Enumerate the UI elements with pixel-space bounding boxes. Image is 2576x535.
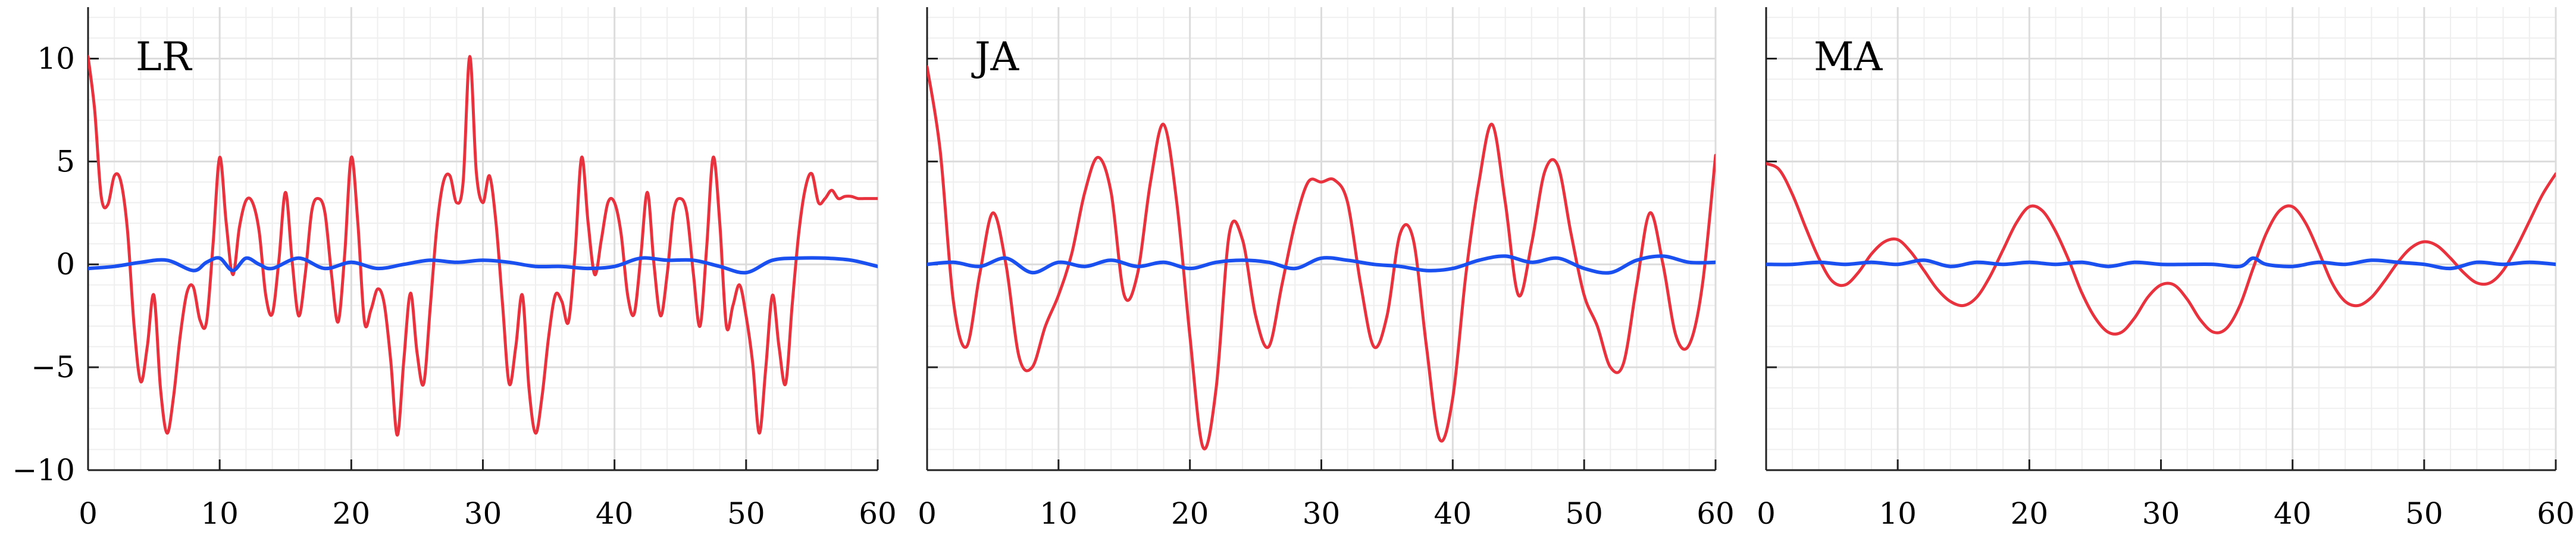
series-line-blue xyxy=(927,254,1716,275)
chart-panel-ja: 0 10 20 30 40 50 60 JA xyxy=(918,7,1735,531)
x-tick-label: 20 xyxy=(2011,496,2049,531)
y-tick-label: 10 xyxy=(37,41,75,76)
x-tick-label: 50 xyxy=(2405,496,2443,531)
panel-title: LR xyxy=(136,34,193,80)
x-tick-label: 20 xyxy=(1171,496,1209,531)
x-tick-label: 10 xyxy=(1040,496,1078,531)
x-tick-label: 0 xyxy=(1757,496,1776,531)
x-tick-label: 50 xyxy=(1565,496,1603,531)
series-line-red xyxy=(927,65,1716,450)
major-grid xyxy=(926,7,1717,471)
y-tick-label: 5 xyxy=(56,144,75,179)
x-tick-label: 10 xyxy=(1879,496,1917,531)
x-tick-label: 20 xyxy=(333,496,371,531)
y-tick-label: 0 xyxy=(56,247,75,281)
x-tick-label: 30 xyxy=(464,496,502,531)
x-tick-label: 60 xyxy=(2537,496,2575,531)
y-tick-label: −5 xyxy=(31,350,75,384)
series-line-red xyxy=(1766,162,2556,336)
series-line-blue xyxy=(88,256,878,275)
x-tick-label: 60 xyxy=(859,496,897,531)
series-line-blue xyxy=(1766,256,2556,271)
chart-panel-ma: 0 10 20 30 40 50 60 MA xyxy=(1757,7,2575,531)
x-tick-label: 10 xyxy=(201,496,239,531)
x-tick-label: 0 xyxy=(79,496,98,531)
panel-title: JA xyxy=(971,34,1019,80)
x-tick-label: 40 xyxy=(1434,496,1472,531)
major-grid xyxy=(1765,7,2557,471)
x-tick-label: 30 xyxy=(1303,496,1341,531)
x-tick-label: 40 xyxy=(2274,496,2312,531)
x-tick-label: 0 xyxy=(918,496,937,531)
x-tick-label: 30 xyxy=(2142,496,2180,531)
series-line-red xyxy=(88,55,878,437)
chart-panel-lr: 0 10 20 30 40 50 60 −10 −5 0 5 10 LR xyxy=(12,7,897,531)
panel-title: MA xyxy=(1814,34,1883,80)
x-tick-label: 50 xyxy=(727,496,765,531)
y-tick-label: −10 xyxy=(12,453,75,487)
major-grid xyxy=(87,7,879,471)
x-tick-label: 40 xyxy=(596,496,634,531)
x-tick-label: 60 xyxy=(1697,496,1735,531)
